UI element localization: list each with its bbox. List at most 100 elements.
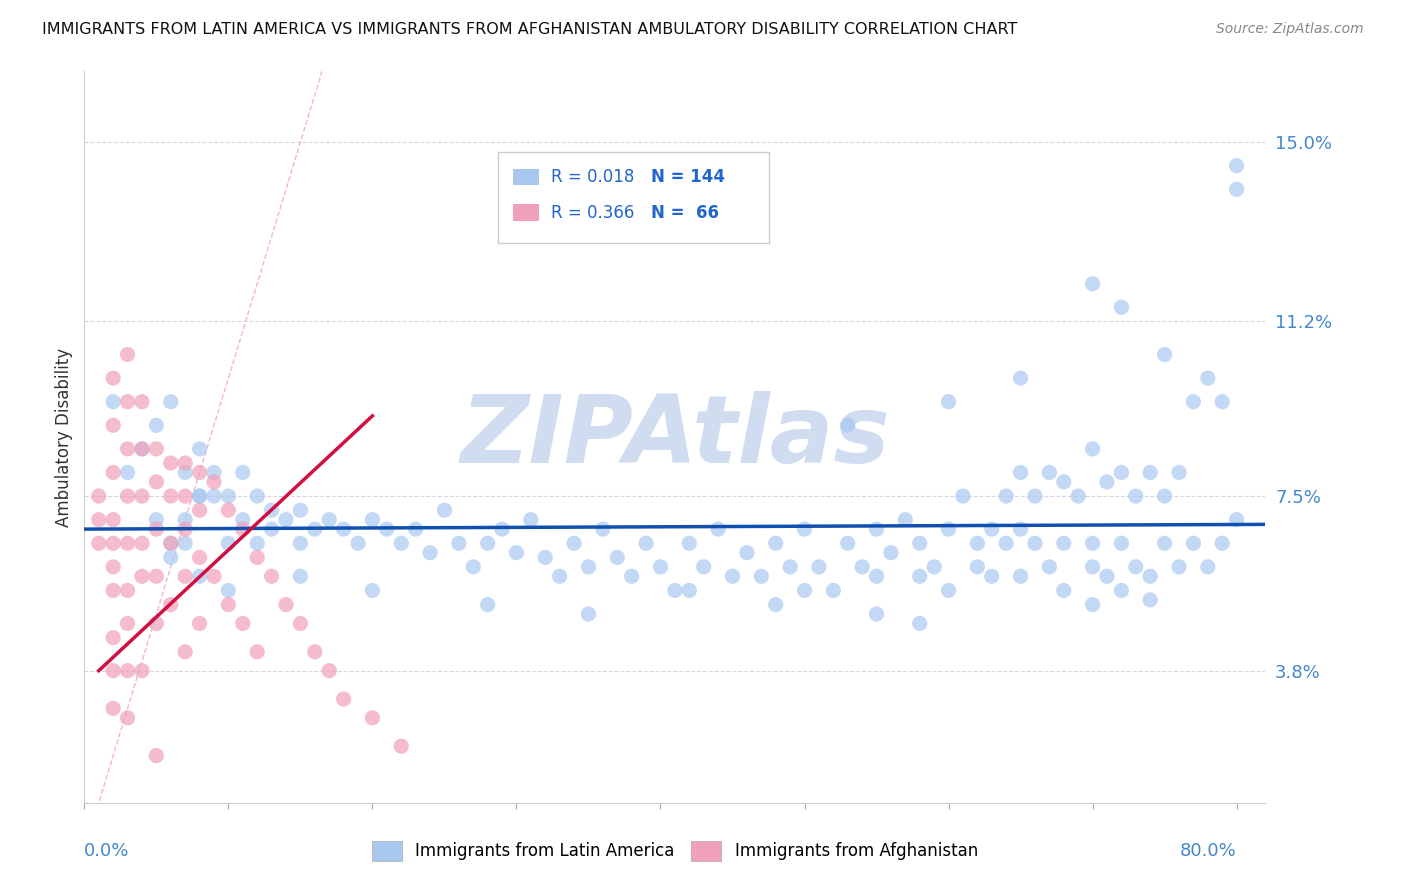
- Point: [837, 418, 859, 433]
- Point: [174, 645, 197, 659]
- Point: [1053, 583, 1076, 598]
- Point: [202, 466, 225, 480]
- Text: 80.0%: 80.0%: [1180, 842, 1237, 860]
- Point: [145, 748, 167, 763]
- Point: [131, 569, 153, 583]
- Point: [1095, 569, 1118, 583]
- Point: [865, 522, 887, 536]
- Point: [1153, 489, 1175, 503]
- Text: N =  66: N = 66: [651, 203, 720, 221]
- Point: [347, 536, 370, 550]
- Point: [131, 536, 153, 550]
- Point: [174, 456, 197, 470]
- Point: [260, 522, 283, 536]
- Point: [1095, 475, 1118, 489]
- Point: [217, 583, 239, 598]
- Point: [749, 569, 772, 583]
- Point: [117, 664, 139, 678]
- Point: [1211, 394, 1233, 409]
- Point: [117, 536, 139, 550]
- Point: [117, 347, 139, 361]
- Text: R = 0.018: R = 0.018: [551, 169, 634, 186]
- Point: [174, 489, 197, 503]
- Point: [721, 569, 744, 583]
- Point: [117, 711, 139, 725]
- Point: [188, 442, 211, 456]
- Point: [1081, 559, 1104, 574]
- Point: [880, 546, 903, 560]
- Point: [101, 664, 124, 678]
- Point: [1211, 536, 1233, 550]
- Point: [938, 522, 960, 536]
- Point: [1010, 466, 1032, 480]
- Point: [851, 559, 873, 574]
- Point: [145, 475, 167, 489]
- Point: [101, 536, 124, 550]
- Legend: Immigrants from Latin America, Immigrants from Afghanistan: Immigrants from Latin America, Immigrant…: [366, 834, 984, 868]
- Point: [202, 569, 225, 583]
- Point: [232, 513, 254, 527]
- Text: 0.0%: 0.0%: [84, 842, 129, 860]
- Point: [375, 522, 398, 536]
- Point: [117, 466, 139, 480]
- Point: [548, 569, 571, 583]
- Point: [1111, 583, 1133, 598]
- Point: [1081, 536, 1104, 550]
- Point: [188, 616, 211, 631]
- Point: [1153, 347, 1175, 361]
- Point: [433, 503, 456, 517]
- Point: [1139, 593, 1161, 607]
- Point: [520, 513, 543, 527]
- Point: [101, 631, 124, 645]
- Point: [87, 536, 110, 550]
- Point: [1053, 475, 1076, 489]
- Point: [1226, 513, 1249, 527]
- Point: [491, 522, 513, 536]
- Point: [188, 503, 211, 517]
- Point: [131, 664, 153, 678]
- Point: [145, 616, 167, 631]
- Point: [1010, 569, 1032, 583]
- Point: [159, 598, 181, 612]
- Point: [101, 466, 124, 480]
- FancyBboxPatch shape: [513, 204, 538, 220]
- Point: [678, 583, 700, 598]
- Point: [101, 559, 124, 574]
- Point: [332, 522, 354, 536]
- Point: [908, 536, 931, 550]
- FancyBboxPatch shape: [513, 169, 538, 186]
- Point: [463, 559, 485, 574]
- Point: [447, 536, 470, 550]
- Point: [1111, 536, 1133, 550]
- Point: [534, 550, 557, 565]
- Point: [922, 559, 945, 574]
- Point: [578, 607, 600, 621]
- Point: [1153, 536, 1175, 550]
- Point: [966, 536, 988, 550]
- Point: [274, 598, 297, 612]
- Point: [145, 442, 167, 456]
- Point: [793, 583, 815, 598]
- Point: [318, 513, 340, 527]
- Point: [101, 394, 124, 409]
- Point: [505, 546, 527, 560]
- Point: [837, 536, 859, 550]
- Point: [332, 692, 354, 706]
- Point: [1125, 489, 1147, 503]
- Point: [735, 546, 758, 560]
- Point: [938, 583, 960, 598]
- Point: [174, 569, 197, 583]
- Point: [290, 569, 312, 583]
- Point: [101, 583, 124, 598]
- Point: [318, 664, 340, 678]
- Point: [1182, 536, 1205, 550]
- Point: [361, 513, 384, 527]
- Point: [1081, 442, 1104, 456]
- Point: [101, 513, 124, 527]
- Point: [1024, 536, 1046, 550]
- Point: [1010, 371, 1032, 385]
- Point: [1226, 182, 1249, 196]
- Point: [87, 513, 110, 527]
- Point: [1010, 522, 1032, 536]
- Point: [188, 489, 211, 503]
